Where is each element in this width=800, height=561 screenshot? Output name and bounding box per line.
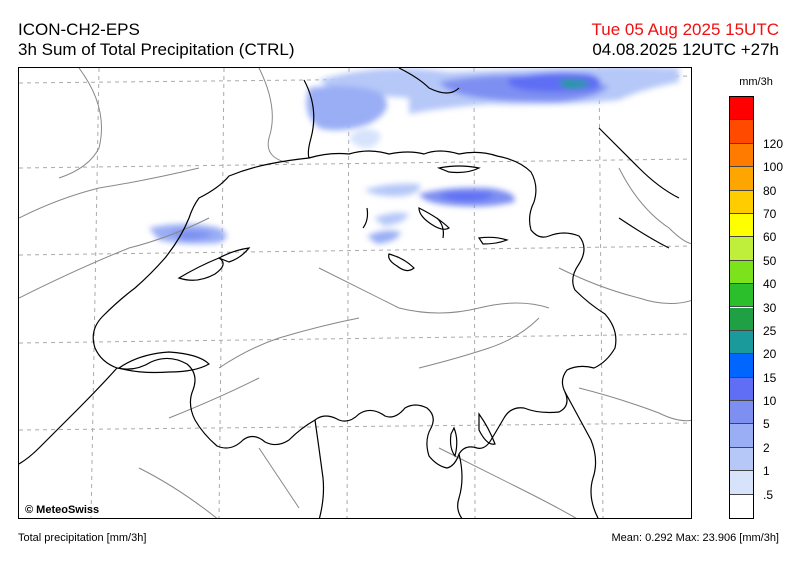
legend-tick-label: 60 [763,230,777,245]
legend-tick-label: 15 [763,370,777,385]
legend-tick-label: 70 [763,206,777,221]
legend-swatch [730,307,753,331]
legend-tick-label: 30 [763,300,777,315]
legend-tick-label: 20 [763,347,777,362]
legend-tick-label: 2 [763,440,770,455]
legend-unit: mm/3h [739,76,773,88]
product-title: 3h Sum of Total Precipitation (CTRL) [18,40,295,59]
legend-swatch [730,213,753,238]
legend-tick-label: 25 [763,323,777,338]
legend-tick-label: 5 [763,417,770,432]
legend-tick-label: 50 [763,253,777,268]
valid-time: Tue 05 Aug 2025 15UTC [591,20,779,39]
legend-swatch [730,494,753,518]
legend-tick-label: 1 [763,464,770,479]
legend-tick-label: 40 [763,277,777,292]
legend-tick-label: 120 [763,136,784,151]
legend-swatch [730,471,753,495]
legend-swatch [730,424,753,448]
legend-swatch [730,260,753,285]
legend-swatch [730,167,753,191]
footer-stats: Mean: 0.292 Max: 23.906 [mm/3h] [611,532,779,544]
legend-swatch [730,354,753,378]
legend-swatch [730,284,753,308]
legend-tick-label: 100 [763,160,784,175]
legend-tick-label: 10 [763,394,777,409]
lakes [117,165,509,458]
color-legend [729,96,754,519]
precipitation-field [149,68,679,244]
map-grid [19,68,691,518]
legend-swatch [730,447,753,472]
legend-swatch [730,401,753,425]
legend-swatch [730,237,753,261]
copyright-notice: © MeteoSwiss [25,504,100,516]
legend-swatch [730,377,753,402]
legend-swatch [730,190,753,214]
map-canvas [19,68,691,518]
model-name: ICON-CH2-EPS [18,20,140,39]
legend-tick-label: 80 [763,183,777,198]
legend-tick-label: .5 [763,487,774,502]
run-time: 04.08.2025 12UTC +27h [592,40,779,59]
legend-swatch [730,330,753,355]
footer-variable: Total precipitation [mm/3h] [18,532,147,544]
legend-swatch [730,97,753,121]
legend-swatch [730,120,753,144]
precipitation-map: © MeteoSwiss [18,67,692,519]
legend-swatch [730,143,753,168]
